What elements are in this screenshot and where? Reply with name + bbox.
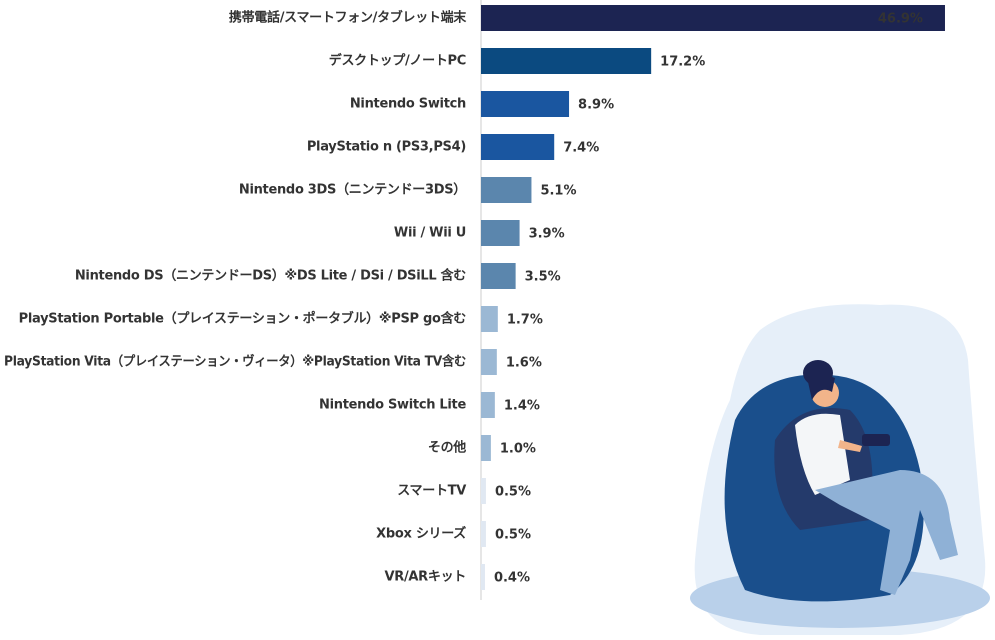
bar bbox=[481, 134, 555, 160]
category-label: スマートTV bbox=[397, 484, 466, 499]
bar bbox=[481, 177, 532, 203]
category-label: Nintendo Switch Lite bbox=[319, 398, 466, 413]
category-label: Nintendo DS（ニンテンドーDS）※DS Lite / DSi / DS… bbox=[75, 268, 466, 284]
category-label: PlayStation Vita（プレイステーション・ヴィータ）※PlaySta… bbox=[4, 354, 466, 370]
value-label: 7.4% bbox=[563, 141, 599, 156]
bar bbox=[481, 91, 570, 117]
value-label: 3.9% bbox=[529, 227, 565, 242]
category-label: Nintendo Switch bbox=[350, 97, 466, 112]
bar bbox=[481, 48, 652, 74]
value-label: 46.9% bbox=[878, 12, 923, 27]
value-label: 1.0% bbox=[500, 442, 536, 457]
category-label: PlayStation Portable（プレイステーション・ポータブル）※PS… bbox=[19, 311, 467, 327]
category-label: Xbox シリーズ bbox=[376, 526, 466, 542]
value-label: 0.4% bbox=[494, 571, 530, 586]
illustration bbox=[690, 304, 990, 635]
category-label: デスクトップ/ノートPC bbox=[329, 53, 466, 69]
bar bbox=[481, 435, 491, 461]
value-label: 1.7% bbox=[507, 313, 543, 328]
bar bbox=[481, 220, 520, 246]
bar bbox=[481, 5, 945, 31]
value-label: 0.5% bbox=[495, 528, 531, 543]
value-label: 1.4% bbox=[504, 399, 540, 414]
category-label: Wii / Wii U bbox=[394, 226, 466, 241]
category-label: PlayStatio n (PS3,PS4) bbox=[307, 140, 466, 155]
bar bbox=[481, 392, 495, 418]
value-label: 1.6% bbox=[506, 356, 542, 371]
category-label: 携帯電話/スマートフォン/タブレット端末 bbox=[229, 10, 467, 26]
value-label: 8.9% bbox=[578, 98, 614, 113]
bar bbox=[481, 263, 516, 289]
bar bbox=[481, 521, 486, 547]
category-label: その他 bbox=[428, 440, 466, 456]
bar bbox=[481, 349, 497, 375]
category-label: VR/ARキット bbox=[385, 570, 467, 585]
value-label: 0.5% bbox=[495, 485, 531, 500]
bar bbox=[481, 478, 486, 504]
value-label: 17.2% bbox=[660, 55, 705, 70]
value-label: 3.5% bbox=[525, 270, 561, 285]
bar bbox=[481, 306, 498, 332]
category-label: Nintendo 3DS（ニンテンドー3DS） bbox=[239, 182, 466, 198]
value-label: 5.1% bbox=[540, 184, 576, 199]
bar bbox=[481, 564, 485, 590]
